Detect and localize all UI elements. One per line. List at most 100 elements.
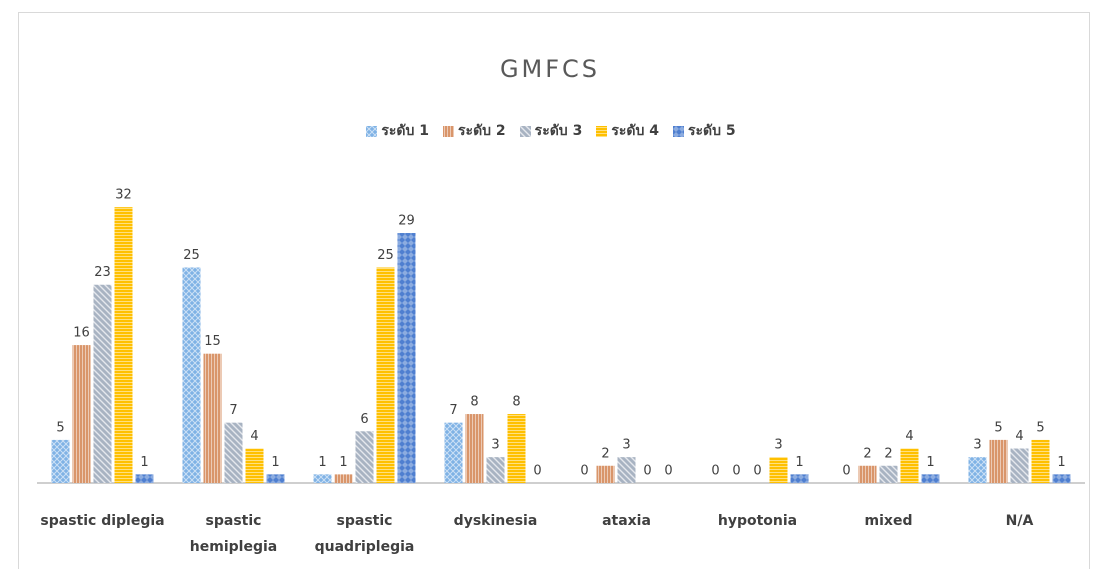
data-label: 5 <box>56 420 64 435</box>
legend-item: ระดับ 5 <box>672 120 736 142</box>
x-tick-label: hypotonia <box>717 513 798 529</box>
bar <box>900 448 919 483</box>
data-label: 3 <box>491 438 499 453</box>
legend-item: ระดับ 3 <box>519 120 583 142</box>
bar <box>334 474 353 483</box>
legend-swatch <box>596 125 608 137</box>
x-tick-label: dyskinesia <box>453 513 538 529</box>
bar <box>245 448 264 483</box>
legend-swatch <box>443 125 455 137</box>
data-label: 2 <box>884 446 892 461</box>
data-label: 7 <box>449 403 457 418</box>
bar <box>444 422 463 483</box>
chart-frame <box>18 12 1090 569</box>
data-label: 0 <box>711 464 719 479</box>
legend-swatch <box>366 125 378 137</box>
bar <box>968 457 987 483</box>
legend-label: ระดับ 1 <box>381 123 430 139</box>
bar <box>266 474 285 483</box>
x-tick-label: N/A <box>1005 513 1034 529</box>
bar <box>135 474 154 483</box>
x-tick-label: mixed <box>864 513 913 529</box>
legend: ระดับ 1 ระดับ 2 ระดับ 3 ระดับ 4 ระดับ 5 <box>0 120 1102 142</box>
data-label: 1 <box>795 455 803 470</box>
data-label: 2 <box>863 446 871 461</box>
bar <box>465 414 484 483</box>
legend-item: ระดับ 2 <box>443 120 506 142</box>
data-label: 0 <box>533 464 541 479</box>
bar <box>376 267 395 483</box>
chart-title: GMFCS <box>500 55 600 83</box>
data-label: 25 <box>377 248 394 263</box>
x-tick-label: spastic quadriplegia <box>314 513 415 555</box>
data-label: 4 <box>250 429 258 444</box>
legend-item: ระดับ 1 <box>366 120 429 142</box>
bar <box>72 345 91 483</box>
data-label: 5 <box>1036 420 1044 435</box>
legend-swatch <box>519 125 531 137</box>
bar <box>397 233 416 483</box>
bar <box>51 439 70 483</box>
data-label: 0 <box>664 464 672 479</box>
x-tick-label: ataxia <box>602 513 651 529</box>
data-label: 1 <box>926 455 934 470</box>
legend-item: ระดับ 4 <box>596 120 659 142</box>
legend-label: ระดับ 5 <box>687 123 736 139</box>
x-tick-label: spastic hemiplegia <box>189 513 278 555</box>
bar <box>224 422 243 483</box>
bar <box>93 284 112 483</box>
data-label: 6 <box>360 412 368 427</box>
bar <box>617 457 636 483</box>
data-label: 0 <box>643 464 651 479</box>
data-label: 29 <box>398 214 415 229</box>
bar <box>769 457 788 483</box>
bar <box>858 465 877 483</box>
bar <box>203 353 222 483</box>
data-label: 1 <box>271 455 279 470</box>
bar <box>879 465 898 483</box>
data-label: 0 <box>753 464 761 479</box>
data-label: 0 <box>842 464 850 479</box>
bar <box>486 457 505 483</box>
data-label: 2 <box>601 446 609 461</box>
bar <box>114 207 133 483</box>
data-label: 0 <box>580 464 588 479</box>
data-label: 7 <box>229 403 237 418</box>
bar <box>507 414 526 483</box>
bar <box>355 431 374 483</box>
bar <box>921 474 940 483</box>
x-tick-label: spastic diplegia <box>40 513 165 529</box>
data-label: 1 <box>140 455 148 470</box>
data-label: 3 <box>774 438 782 453</box>
bar <box>596 465 615 483</box>
data-label: 25 <box>183 248 200 263</box>
data-label: 1 <box>339 455 347 470</box>
data-label: 8 <box>470 395 478 410</box>
bar <box>182 267 201 483</box>
legend-swatch <box>672 125 684 137</box>
data-label: 3 <box>622 438 630 453</box>
data-label: 32 <box>115 188 132 203</box>
data-label: 15 <box>204 334 221 349</box>
data-label: 5 <box>994 420 1002 435</box>
data-label: 4 <box>905 429 913 444</box>
bar <box>1031 439 1050 483</box>
data-label: 16 <box>73 326 90 341</box>
legend-label: ระดับ 2 <box>458 123 506 139</box>
data-label: 1 <box>318 455 326 470</box>
bar <box>790 474 809 483</box>
bar <box>989 439 1008 483</box>
bar <box>1010 448 1029 483</box>
data-label: 23 <box>94 265 111 280</box>
bar <box>313 474 332 483</box>
legend-label: ระดับ 4 <box>611 123 659 139</box>
data-label: 8 <box>512 395 520 410</box>
data-label: 0 <box>732 464 740 479</box>
legend-label: ระดับ 3 <box>534 123 583 139</box>
data-label: 1 <box>1057 455 1065 470</box>
data-label: 4 <box>1015 429 1023 444</box>
data-label: 3 <box>973 438 981 453</box>
bar <box>1052 474 1071 483</box>
